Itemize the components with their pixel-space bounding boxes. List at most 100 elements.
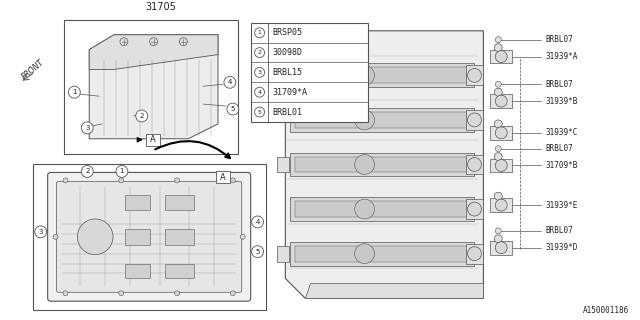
Bar <box>490 159 512 172</box>
Text: BRSP05: BRSP05 <box>273 28 303 37</box>
Circle shape <box>255 87 264 97</box>
Bar <box>277 246 289 261</box>
Text: 1: 1 <box>120 168 124 174</box>
Text: 31705: 31705 <box>145 2 176 12</box>
Circle shape <box>494 235 502 243</box>
Circle shape <box>468 113 481 127</box>
Bar <box>251 23 367 122</box>
Polygon shape <box>305 283 483 298</box>
Bar <box>465 199 483 219</box>
Polygon shape <box>89 35 218 69</box>
Bar <box>490 94 512 108</box>
Bar <box>295 68 468 83</box>
Circle shape <box>136 110 148 122</box>
Circle shape <box>494 44 502 52</box>
Text: 31939*A: 31939*A <box>546 52 578 61</box>
Bar <box>295 156 468 172</box>
Circle shape <box>252 246 264 258</box>
Circle shape <box>495 146 501 152</box>
Text: FRONT: FRONT <box>20 58 45 81</box>
Text: BRBL07: BRBL07 <box>546 35 573 44</box>
Bar <box>295 201 468 217</box>
Circle shape <box>495 242 507 254</box>
Bar <box>277 68 289 83</box>
Text: 4: 4 <box>255 219 260 225</box>
Circle shape <box>240 234 245 239</box>
Bar <box>164 229 194 245</box>
Circle shape <box>35 226 47 238</box>
Bar <box>291 197 474 221</box>
Circle shape <box>68 86 81 98</box>
Bar <box>490 198 512 212</box>
Circle shape <box>255 107 264 117</box>
Circle shape <box>175 178 180 183</box>
Circle shape <box>494 153 502 161</box>
Circle shape <box>252 216 264 228</box>
Circle shape <box>81 165 93 177</box>
Circle shape <box>255 48 264 58</box>
Circle shape <box>119 178 124 183</box>
Circle shape <box>468 157 481 172</box>
Circle shape <box>495 95 507 107</box>
Bar <box>490 126 512 140</box>
Text: 31939*B: 31939*B <box>546 97 578 106</box>
Bar <box>291 153 474 176</box>
Circle shape <box>494 120 502 128</box>
Circle shape <box>53 234 58 239</box>
Text: 31939*E: 31939*E <box>546 201 578 210</box>
Bar <box>295 112 468 128</box>
Circle shape <box>468 68 481 82</box>
Polygon shape <box>89 35 218 139</box>
Circle shape <box>119 291 124 296</box>
Text: 1: 1 <box>72 89 77 95</box>
Bar <box>164 195 194 210</box>
Bar <box>465 66 483 85</box>
Circle shape <box>355 199 374 219</box>
Circle shape <box>63 291 68 296</box>
Bar <box>490 50 512 63</box>
Text: BRBL07: BRBL07 <box>546 144 573 153</box>
Circle shape <box>224 76 236 88</box>
Text: BRBL01: BRBL01 <box>273 108 303 116</box>
Bar <box>295 246 468 261</box>
Text: 3: 3 <box>38 229 43 235</box>
Circle shape <box>230 291 236 296</box>
Bar <box>164 264 194 278</box>
Text: A: A <box>150 135 156 144</box>
Circle shape <box>494 192 502 200</box>
Bar <box>216 172 230 183</box>
Text: 2: 2 <box>85 168 90 174</box>
Polygon shape <box>285 31 483 298</box>
Circle shape <box>255 68 264 77</box>
Circle shape <box>77 219 113 255</box>
Text: 30098D: 30098D <box>273 48 303 57</box>
Bar <box>490 241 512 255</box>
Circle shape <box>116 165 128 177</box>
Circle shape <box>495 199 507 211</box>
Circle shape <box>81 122 93 134</box>
Text: BRBL15: BRBL15 <box>273 68 303 77</box>
Text: 31709*B: 31709*B <box>546 161 578 170</box>
Circle shape <box>468 247 481 260</box>
Circle shape <box>355 244 374 264</box>
Circle shape <box>495 160 507 172</box>
Text: 31939*D: 31939*D <box>546 243 578 252</box>
Text: 2: 2 <box>140 113 144 119</box>
Circle shape <box>495 127 507 139</box>
FancyBboxPatch shape <box>47 172 251 301</box>
Circle shape <box>255 28 264 38</box>
Circle shape <box>179 38 188 46</box>
Circle shape <box>227 103 239 115</box>
Text: 5: 5 <box>255 249 260 255</box>
Circle shape <box>495 51 507 62</box>
Bar <box>465 244 483 264</box>
Bar <box>65 20 238 154</box>
Text: 3: 3 <box>85 125 90 131</box>
Text: BRBL07: BRBL07 <box>546 226 573 236</box>
Circle shape <box>63 178 68 183</box>
Text: 31709*A: 31709*A <box>273 88 307 97</box>
Text: 1: 1 <box>258 30 262 35</box>
Bar <box>125 195 150 210</box>
Bar <box>465 110 483 130</box>
Bar <box>465 155 483 174</box>
